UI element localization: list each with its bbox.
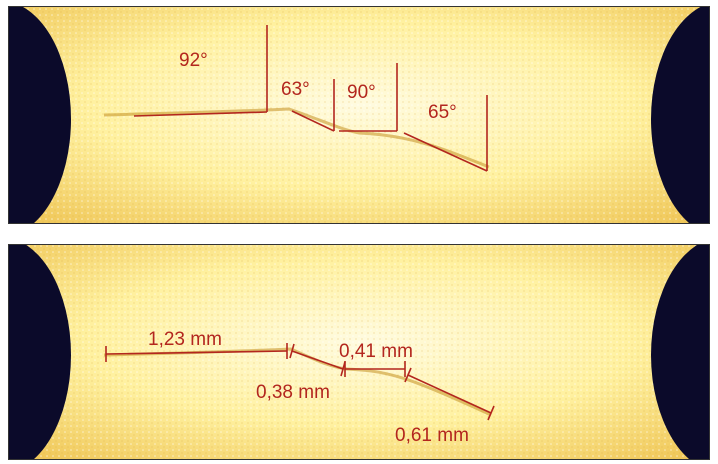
length-label-4: 0,61 mm <box>395 425 469 446</box>
angle-measurement-panel: 92° 63° 90° 65° <box>8 6 710 224</box>
length-image: 1,23 mm 0,41 mm 0,38 mm 0,61 mm <box>9 245 709 459</box>
angle-lines <box>133 25 488 172</box>
angle-label-3: 90° <box>347 82 376 103</box>
left-dark-region <box>9 245 71 459</box>
angle-label-2: 63° <box>281 79 310 100</box>
right-dark-region <box>651 7 709 223</box>
angle-image: 92° 63° 90° 65° <box>9 7 709 223</box>
angle-label-1: 92° <box>179 50 208 71</box>
length-label-2: 0,41 mm <box>339 341 413 362</box>
length-lines <box>105 343 495 421</box>
angle-label-4: 65° <box>428 102 457 123</box>
length-label-3: 0,38 mm <box>256 382 330 403</box>
length-label-1: 1,23 mm <box>148 329 222 350</box>
right-dark-region <box>651 245 709 459</box>
length-measurement-panel: 1,23 mm 0,41 mm 0,38 mm 0,61 mm <box>8 244 710 460</box>
left-dark-region <box>9 7 71 223</box>
